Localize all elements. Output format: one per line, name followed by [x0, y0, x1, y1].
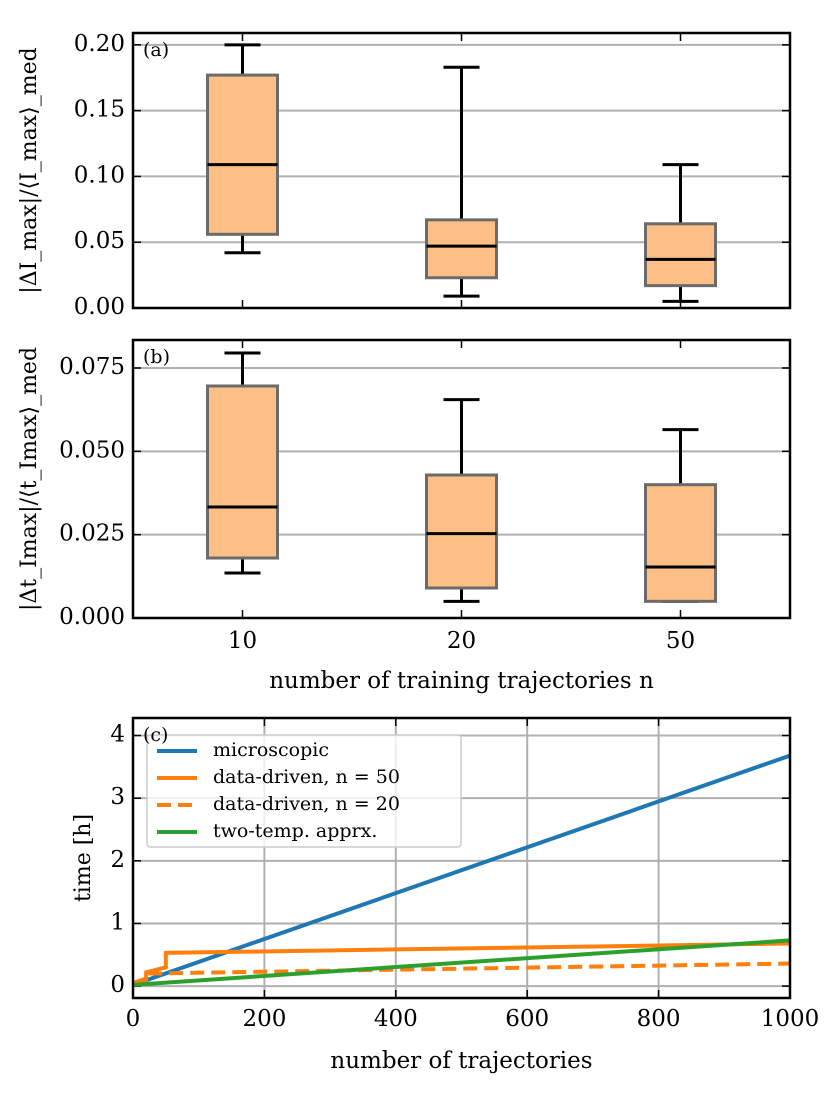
- legend-label: data-driven, n = 20: [213, 793, 400, 815]
- box: [425, 473, 498, 590]
- x-axis-label: number of trajectories: [330, 1048, 592, 1074]
- series-line: [132, 961, 791, 985]
- box: [206, 73, 279, 236]
- x-axis-label: number of training trajectories n: [269, 668, 654, 694]
- x-tick-label: 400: [374, 1006, 418, 1032]
- y-tick-label: 4: [110, 722, 125, 748]
- x-tick-label: 10: [228, 628, 257, 654]
- legend-frame: [146, 734, 462, 848]
- legend-label: data-driven, n = 50: [213, 766, 400, 788]
- y-tick-label: 0.00: [74, 294, 125, 320]
- x-tick-label: 200: [242, 1006, 286, 1032]
- y-tick-label: 0.050: [59, 437, 125, 463]
- y-tick-label: 3: [110, 784, 125, 810]
- y-tick-label: 0.10: [74, 162, 125, 188]
- y-tick-label: 0.025: [59, 521, 125, 547]
- y-axis-label: time [h]: [71, 814, 96, 902]
- box: [644, 483, 717, 603]
- panel: 0 1 2 3 4 0 200 400 600 800 1000 microscopic data-dr…: [71, 716, 820, 1074]
- box: [425, 218, 498, 280]
- y-tick-label: 0: [110, 972, 125, 998]
- x-tick-label: 600: [505, 1006, 549, 1032]
- y-axis-label: |Δt_Imax|/⟨t_Imax⟩_med: [17, 347, 42, 611]
- panel: 0.000 0.025 0.050 0.075 10 20 50 (b) |Δt_Imax|/⟨…: [17, 338, 792, 694]
- legend-label: microscopic: [213, 739, 329, 761]
- panel-label: (a): [143, 39, 169, 61]
- y-tick-label: 0.15: [74, 97, 125, 123]
- x-tick-label: 50: [666, 628, 695, 654]
- y-tick-label: 2: [110, 847, 125, 873]
- panel-label: (c): [143, 724, 168, 746]
- panel: 0.00 0.05 0.10 0.15 0.20 (a) |ΔI_max|/⟨I_max⟩_…: [17, 31, 792, 320]
- box: [644, 222, 717, 288]
- box: [206, 384, 279, 560]
- panel-label: (b): [143, 346, 170, 368]
- y-tick-label: 0.05: [74, 228, 125, 254]
- y-axis-label: |ΔI_max|/⟨I_max⟩_med: [17, 47, 42, 293]
- x-tick-label: 1000: [761, 1006, 820, 1032]
- axes-frame: [131, 31, 792, 310]
- legend-label: two-temp. apprx.: [213, 820, 377, 842]
- y-tick-label: 1: [110, 909, 125, 935]
- x-tick-label: 20: [447, 628, 476, 654]
- axes-frame: [131, 716, 792, 1000]
- series-line: [132, 753, 791, 987]
- y-tick-label: 0.20: [74, 31, 125, 57]
- x-tick-label: 0: [126, 1006, 141, 1032]
- y-tick-label: 0.075: [59, 354, 125, 380]
- x-tick-label: 800: [637, 1006, 681, 1032]
- y-tick-label: 0.000: [59, 604, 125, 630]
- legend: microscopic data-driven, n = 50 data-drive…: [146, 734, 462, 848]
- series-line: [132, 938, 791, 987]
- axes-frame: [131, 338, 792, 620]
